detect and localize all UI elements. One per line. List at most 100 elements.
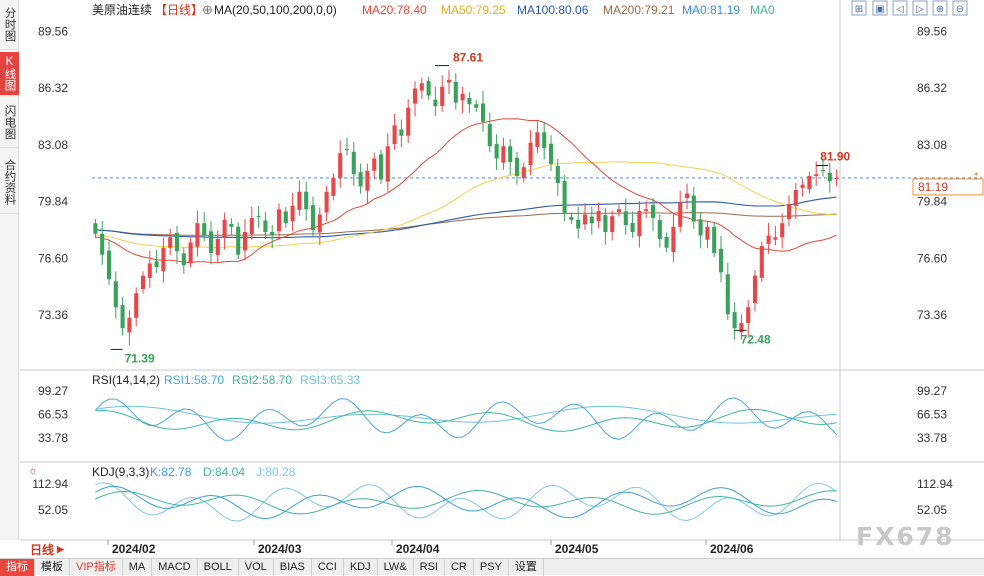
candle-body [637, 211, 642, 237]
candle-body [514, 157, 520, 176]
expand-icon[interactable] [851, 0, 867, 16]
zoom-out-icon[interactable] [952, 0, 968, 16]
chart-background [20, 0, 984, 540]
candle-body [181, 253, 186, 266]
current-price-label: 81.19 [918, 180, 948, 194]
instrument-name: 美原油连续 [92, 2, 152, 17]
candle-body [834, 177, 839, 180]
swing-low-label: 72.48 [741, 332, 771, 346]
prev-icon[interactable] [892, 0, 908, 16]
kdj-sun-icon: ☼ [28, 465, 38, 477]
sidebar-tab-1[interactable]: K线图 [0, 52, 19, 96]
candle-body [127, 317, 132, 333]
price-tick-right: 89.56 [917, 24, 947, 38]
candle-body [827, 172, 832, 182]
sidebar-tab-0[interactable]: 分时图 [0, 0, 19, 50]
price-tick-left: 89.56 [38, 24, 68, 38]
date-label: 2024/04 [396, 542, 440, 556]
candle-body [773, 237, 778, 240]
candle-body [365, 170, 370, 191]
chart-area[interactable]: 美原油连续 【日线】⊕ MA(20,50,100,200,0,0) MA20:78.4… [20, 0, 984, 558]
candle-body [644, 209, 649, 211]
candle-body [317, 214, 322, 233]
price-tick-left: 79.84 [38, 195, 68, 209]
indicator-tab-4[interactable]: MACD [152, 558, 198, 576]
candle-body [222, 219, 227, 237]
candle-body [712, 226, 717, 253]
low-label: 71.39 [125, 351, 155, 365]
window-icon[interactable] [872, 0, 888, 16]
candle-body [236, 226, 241, 255]
kdj-tick-left: 52.05 [38, 503, 68, 517]
kdj-k-value: K:82.78 [150, 465, 192, 479]
candle-body [304, 191, 309, 210]
candle-body [419, 83, 424, 91]
candle-body [814, 174, 819, 176]
price-tick-right: 79.84 [917, 195, 947, 209]
candle-body [440, 86, 445, 106]
indicator-tab-12[interactable]: CR [445, 558, 474, 576]
indicator-tab-1[interactable]: 模板 [35, 558, 70, 576]
candle-body [650, 205, 656, 218]
next-icon[interactable] [912, 0, 928, 16]
indicator-tab-8[interactable]: CCI [312, 558, 344, 576]
next-icon-glyph: ▷ [916, 4, 924, 15]
candle-body [188, 242, 193, 264]
candle-body [718, 248, 724, 273]
period-selector-button[interactable]: 日线 ▶ [30, 541, 84, 557]
rsi-title: RSI(14,14,2) [92, 373, 160, 387]
indicator-tab-0[interactable]: 指标 [0, 558, 35, 576]
candle-body [698, 219, 703, 236]
indicator-tab-10[interactable]: LW& [378, 558, 414, 576]
candle-body [208, 231, 214, 253]
candle-body [324, 191, 329, 213]
indicator-tab-11[interactable]: RSI [414, 558, 445, 576]
candle-body [678, 202, 683, 227]
candle-body [725, 274, 730, 315]
candle-body [331, 177, 336, 196]
kdj-tick-right: 112.94 [917, 477, 953, 491]
indicator-tab-14[interactable]: 设置 [509, 558, 544, 576]
candle-body [372, 158, 377, 171]
indicator-tab-3[interactable]: MA [123, 558, 153, 576]
candle-body [820, 170, 826, 172]
sidebar: 分时图 K线图闪电图合约资料 [0, 0, 19, 540]
candle-body [569, 216, 574, 220]
watermark: FX678 [856, 522, 955, 551]
candle-body [344, 149, 350, 151]
candle-body [657, 220, 662, 239]
indicator-tab-2[interactable]: VIP指标 [70, 558, 123, 576]
indicator-tab-7[interactable]: BIAS [274, 558, 312, 576]
ma200-line [95, 212, 837, 236]
indicator-tab-6[interactable]: VOL [239, 558, 274, 576]
ma100-line [95, 196, 837, 239]
rsi-tick-left: 99.27 [38, 384, 68, 398]
zoom-in-icon[interactable] [932, 0, 948, 16]
candle-body [603, 215, 608, 232]
candle-body [474, 104, 479, 108]
candle-body [378, 154, 384, 180]
candle-body [161, 247, 166, 272]
price-alert-icon: ⇡ [972, 172, 980, 183]
window-icon-glyph: ▣ [875, 4, 884, 15]
price-tick-right: 86.32 [917, 81, 947, 95]
kdj-d-line [95, 489, 837, 515]
indicator-tab-9[interactable]: KDJ [344, 558, 378, 576]
candle-body [684, 193, 690, 199]
sidebar-tab-2[interactable]: 闪电图 [0, 98, 19, 148]
kdj-j-value: J:80.28 [256, 465, 296, 479]
candle-body [548, 143, 554, 164]
candle-body [555, 165, 560, 183]
indicator-tab-13[interactable]: PSY [474, 558, 509, 576]
candle-body [623, 211, 628, 225]
candle-body [610, 216, 615, 232]
rsi2-line [95, 408, 837, 432]
sidebar-tab-3[interactable]: 合约资料 [0, 150, 19, 214]
candle-body [276, 209, 282, 232]
indicator-tab-5[interactable]: BOLL [198, 558, 239, 576]
price-tick-left: 86.32 [38, 81, 68, 95]
candle-body [426, 81, 431, 96]
candle-body [494, 144, 499, 159]
candle-body [766, 235, 771, 244]
candle-body [93, 223, 98, 234]
